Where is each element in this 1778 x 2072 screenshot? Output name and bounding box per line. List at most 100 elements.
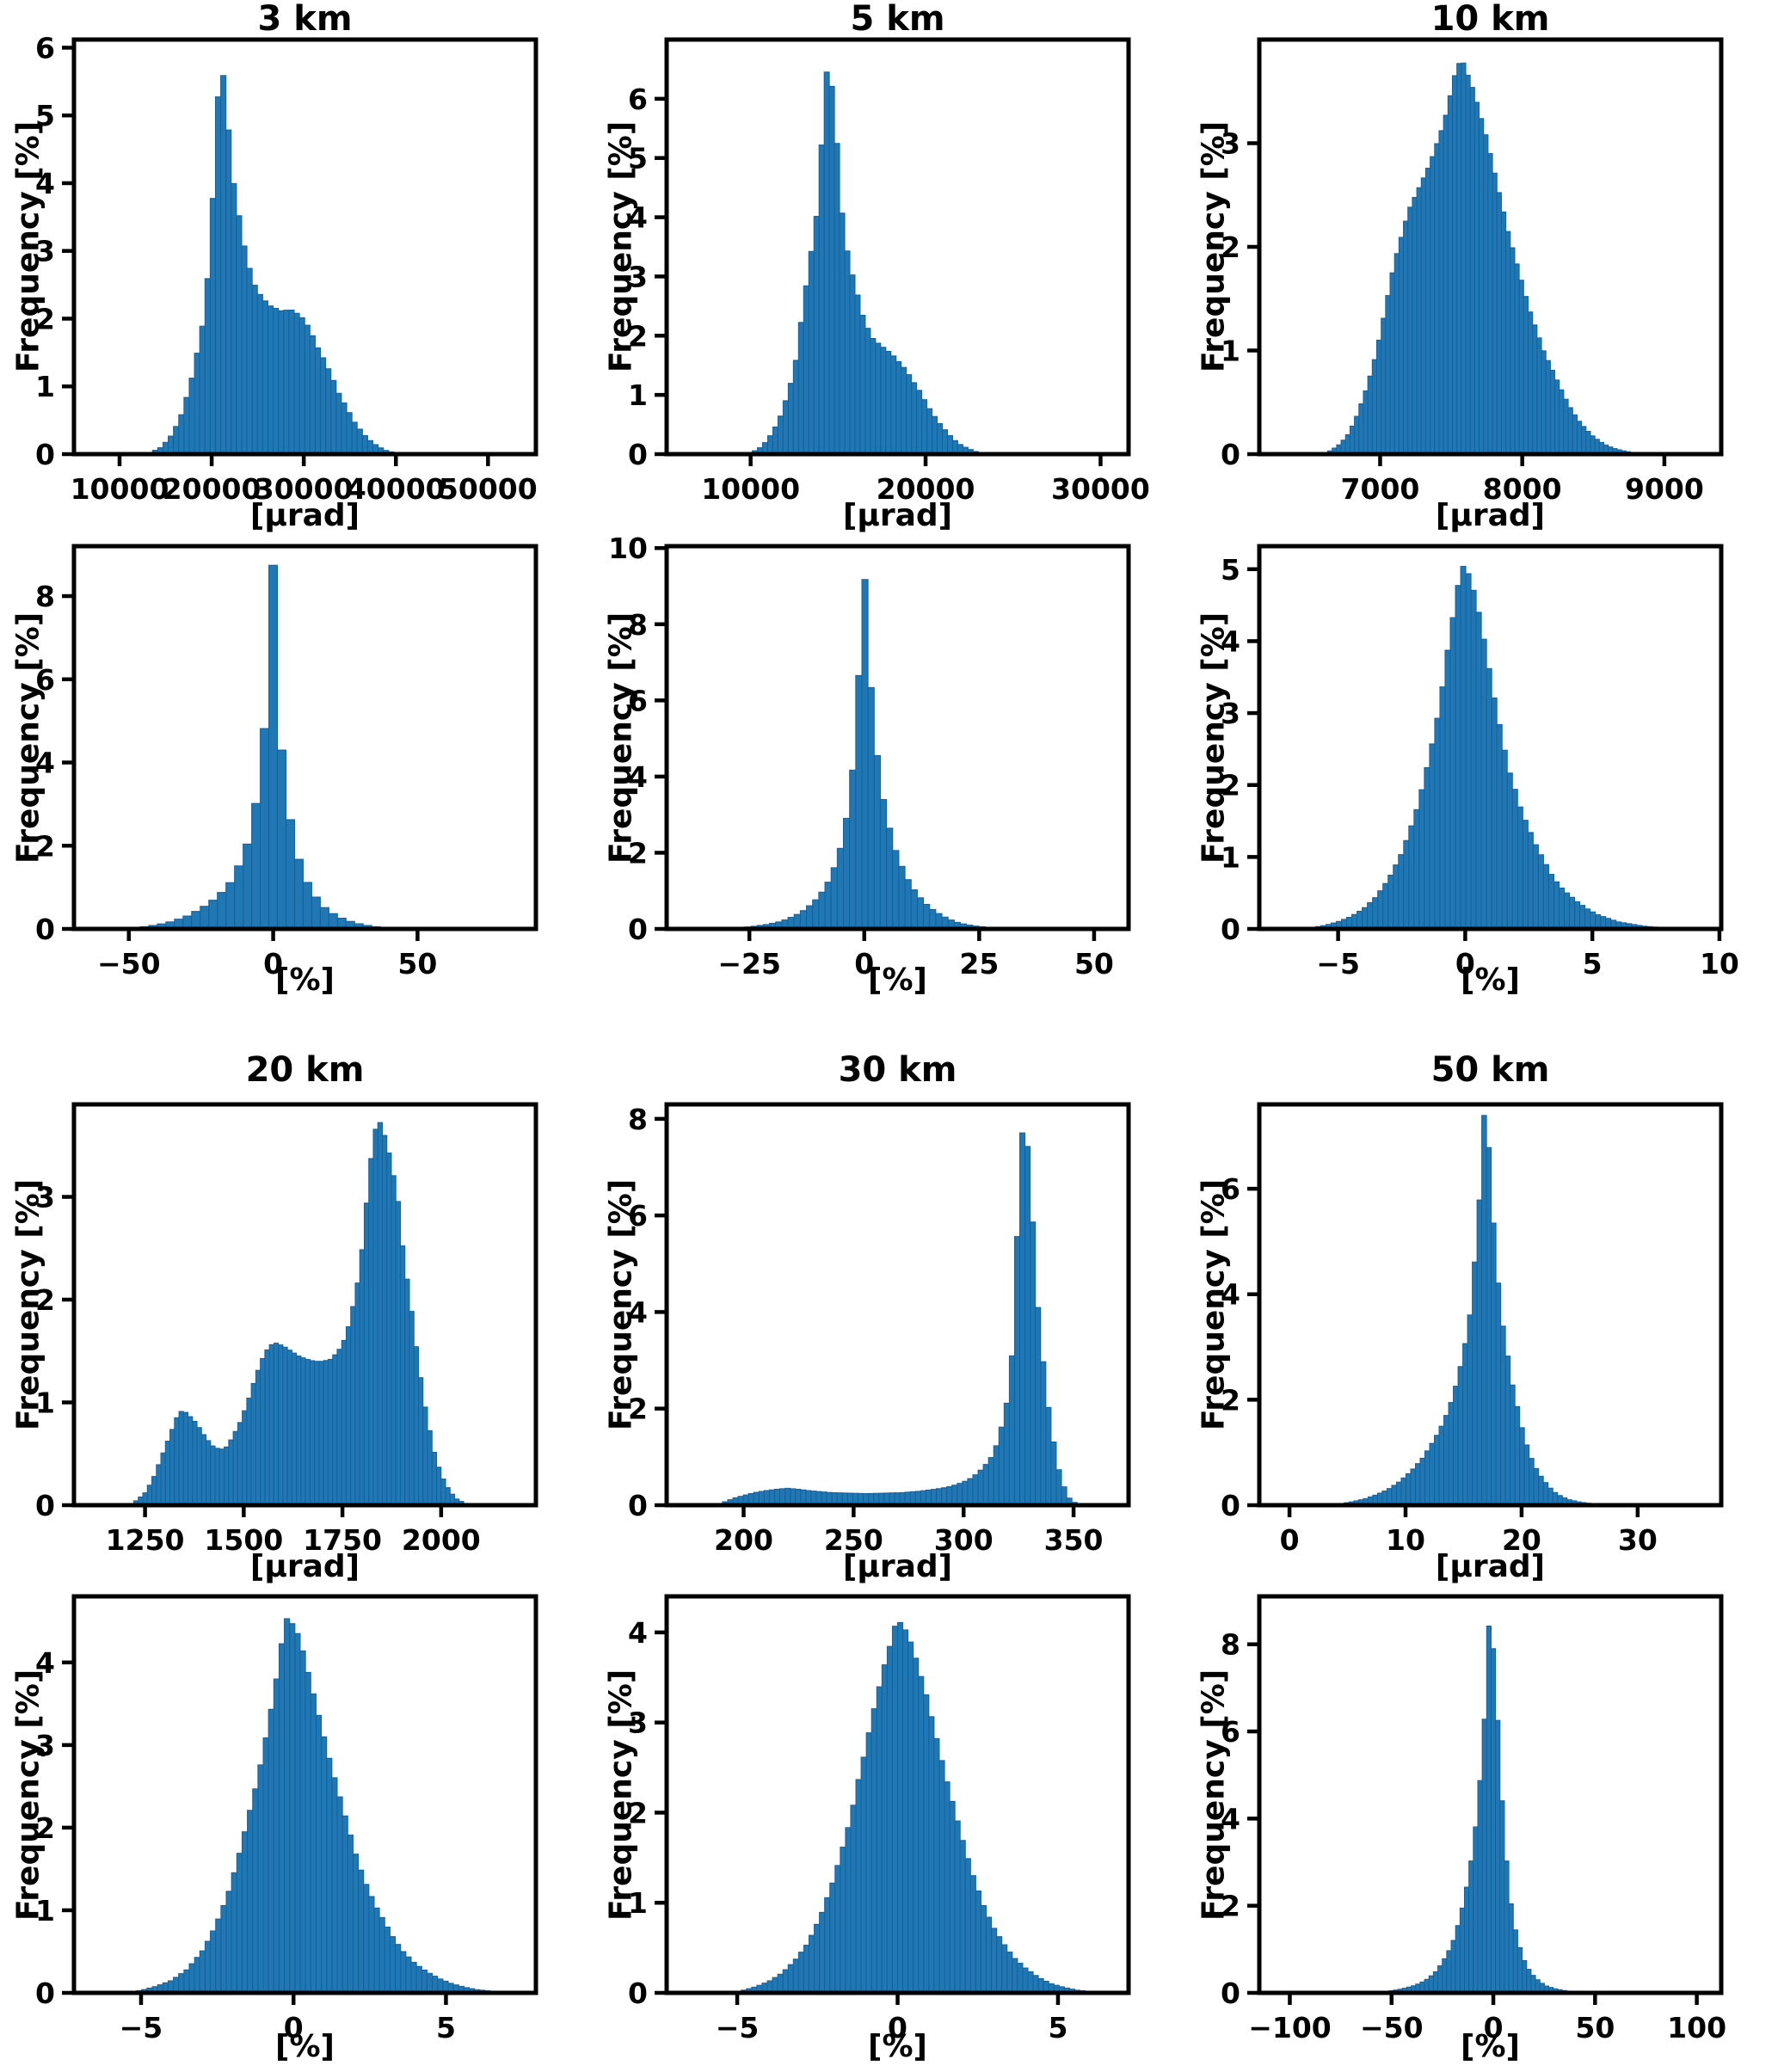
svg-text:3: 3 [1221, 697, 1240, 730]
x-axis-label-urad: [μrad] [1435, 1549, 1546, 1584]
svg-text:−50: −50 [1360, 2011, 1424, 2044]
svg-text:50: 50 [1575, 2011, 1615, 2044]
x-axis-label-percent: [%] [275, 962, 335, 998]
svg-text:1: 1 [35, 1386, 55, 1420]
svg-text:0: 0 [1221, 1489, 1240, 1522]
svg-text:1500: 1500 [204, 1523, 283, 1557]
svg-text:5: 5 [628, 142, 648, 175]
svg-text:0: 0 [1221, 913, 1240, 946]
svg-text:0: 0 [1221, 438, 1240, 471]
svg-text:4: 4 [35, 167, 55, 200]
svg-text:0: 0 [1455, 947, 1475, 981]
x-axis-label-urad: [μrad] [249, 1549, 360, 1584]
svg-text:350: 350 [1044, 1523, 1104, 1557]
svg-text:3: 3 [35, 235, 55, 268]
svg-text:0: 0 [628, 1977, 648, 2010]
svg-text:4: 4 [628, 1616, 648, 1650]
svg-text:6: 6 [35, 663, 55, 697]
svg-text:1: 1 [1221, 840, 1240, 874]
x-axis-label-percent: [%] [868, 2029, 927, 2064]
svg-text:0: 0 [854, 947, 874, 981]
svg-text:0: 0 [284, 2011, 304, 2044]
svg-text:5: 5 [1048, 2011, 1067, 2044]
svg-text:6: 6 [628, 1199, 648, 1233]
svg-text:4: 4 [628, 760, 648, 794]
svg-text:6: 6 [1221, 1715, 1240, 1749]
x-axis-label-urad: [μrad] [249, 498, 360, 533]
svg-text:2: 2 [35, 1811, 55, 1845]
svg-text:50: 50 [397, 947, 437, 981]
svg-text:−50: −50 [97, 947, 161, 981]
y-axis-label: Frequency [%] [1196, 120, 1232, 373]
svg-text:300: 300 [934, 1523, 994, 1557]
svg-text:6: 6 [35, 31, 55, 65]
svg-text:40000: 40000 [347, 472, 446, 506]
svg-text:2: 2 [628, 319, 648, 353]
svg-text:2: 2 [35, 1283, 55, 1317]
svg-text:1: 1 [628, 378, 648, 412]
svg-text:0: 0 [628, 1489, 648, 1522]
svg-text:0: 0 [35, 1977, 55, 2010]
y-axis-label: Frequency [%] [10, 1178, 46, 1431]
plot-title-50km: 50 km [1430, 1050, 1550, 1090]
svg-text:10: 10 [1700, 947, 1739, 981]
svg-text:10: 10 [1386, 1523, 1425, 1557]
plot-title-10km: 10 km [1430, 0, 1550, 39]
x-axis-label-urad: [μrad] [1435, 498, 1546, 533]
svg-text:−25: −25 [717, 947, 781, 981]
svg-text:2: 2 [1221, 231, 1240, 264]
svg-text:1: 1 [1221, 335, 1240, 368]
x-axis-label-percent: [%] [1461, 962, 1520, 998]
svg-text:5: 5 [1221, 553, 1240, 587]
svg-text:0: 0 [35, 1489, 55, 1522]
y-axis-label: Frequency [%] [10, 1669, 46, 1921]
svg-text:30: 30 [1618, 1523, 1658, 1557]
x-axis-label-percent: [%] [868, 962, 927, 998]
svg-text:2: 2 [628, 1393, 648, 1426]
svg-text:20: 20 [1502, 1523, 1541, 1557]
svg-text:200: 200 [714, 1523, 773, 1557]
svg-text:0: 0 [628, 913, 648, 946]
y-axis-label: Frequency [%] [603, 120, 639, 373]
svg-text:8: 8 [1221, 1628, 1240, 1662]
svg-text:10000: 10000 [71, 472, 169, 506]
x-axis-label-urad: [μrad] [842, 1549, 953, 1584]
y-axis-label: Frequency [%] [1196, 1669, 1232, 1921]
svg-text:4: 4 [35, 1646, 55, 1680]
svg-text:1: 1 [628, 1886, 648, 1920]
svg-text:8: 8 [35, 580, 55, 613]
svg-text:1750: 1750 [303, 1523, 382, 1557]
svg-text:0: 0 [628, 438, 648, 471]
svg-text:0: 0 [888, 2011, 907, 2044]
svg-text:1: 1 [35, 370, 55, 403]
svg-text:5: 5 [1583, 947, 1603, 981]
svg-text:2: 2 [1221, 1383, 1240, 1417]
svg-text:8000: 8000 [1483, 472, 1562, 506]
y-axis-label: Frequency [%] [1196, 612, 1232, 864]
svg-text:3: 3 [628, 1706, 648, 1740]
svg-text:4: 4 [35, 747, 55, 780]
svg-text:0: 0 [263, 947, 283, 981]
svg-text:1250: 1250 [106, 1523, 185, 1557]
svg-text:2: 2 [628, 836, 648, 870]
svg-text:20000: 20000 [877, 472, 975, 506]
svg-text:4: 4 [1221, 624, 1240, 658]
svg-text:30000: 30000 [1051, 472, 1150, 506]
svg-text:250: 250 [824, 1523, 883, 1557]
svg-text:4: 4 [1221, 1278, 1240, 1312]
svg-text:10000: 10000 [701, 472, 800, 506]
svg-text:5: 5 [436, 2011, 456, 2044]
x-axis-label-urad: [μrad] [842, 498, 953, 533]
x-axis-label-percent: [%] [1461, 2029, 1520, 2064]
plot-title-20km: 20 km [245, 1050, 365, 1090]
plot-title-3km: 3 km [257, 0, 353, 39]
svg-text:50000: 50000 [439, 472, 538, 506]
svg-text:−5: −5 [120, 2011, 163, 2044]
svg-text:3: 3 [35, 1729, 55, 1762]
svg-text:0: 0 [1221, 1977, 1240, 2010]
svg-text:2: 2 [628, 1796, 648, 1829]
y-axis-label: Frequency [%] [10, 612, 46, 864]
y-axis-label: Frequency [%] [1196, 1178, 1232, 1431]
svg-text:10: 10 [608, 532, 648, 565]
y-axis-label: Frequency [%] [603, 1178, 639, 1431]
